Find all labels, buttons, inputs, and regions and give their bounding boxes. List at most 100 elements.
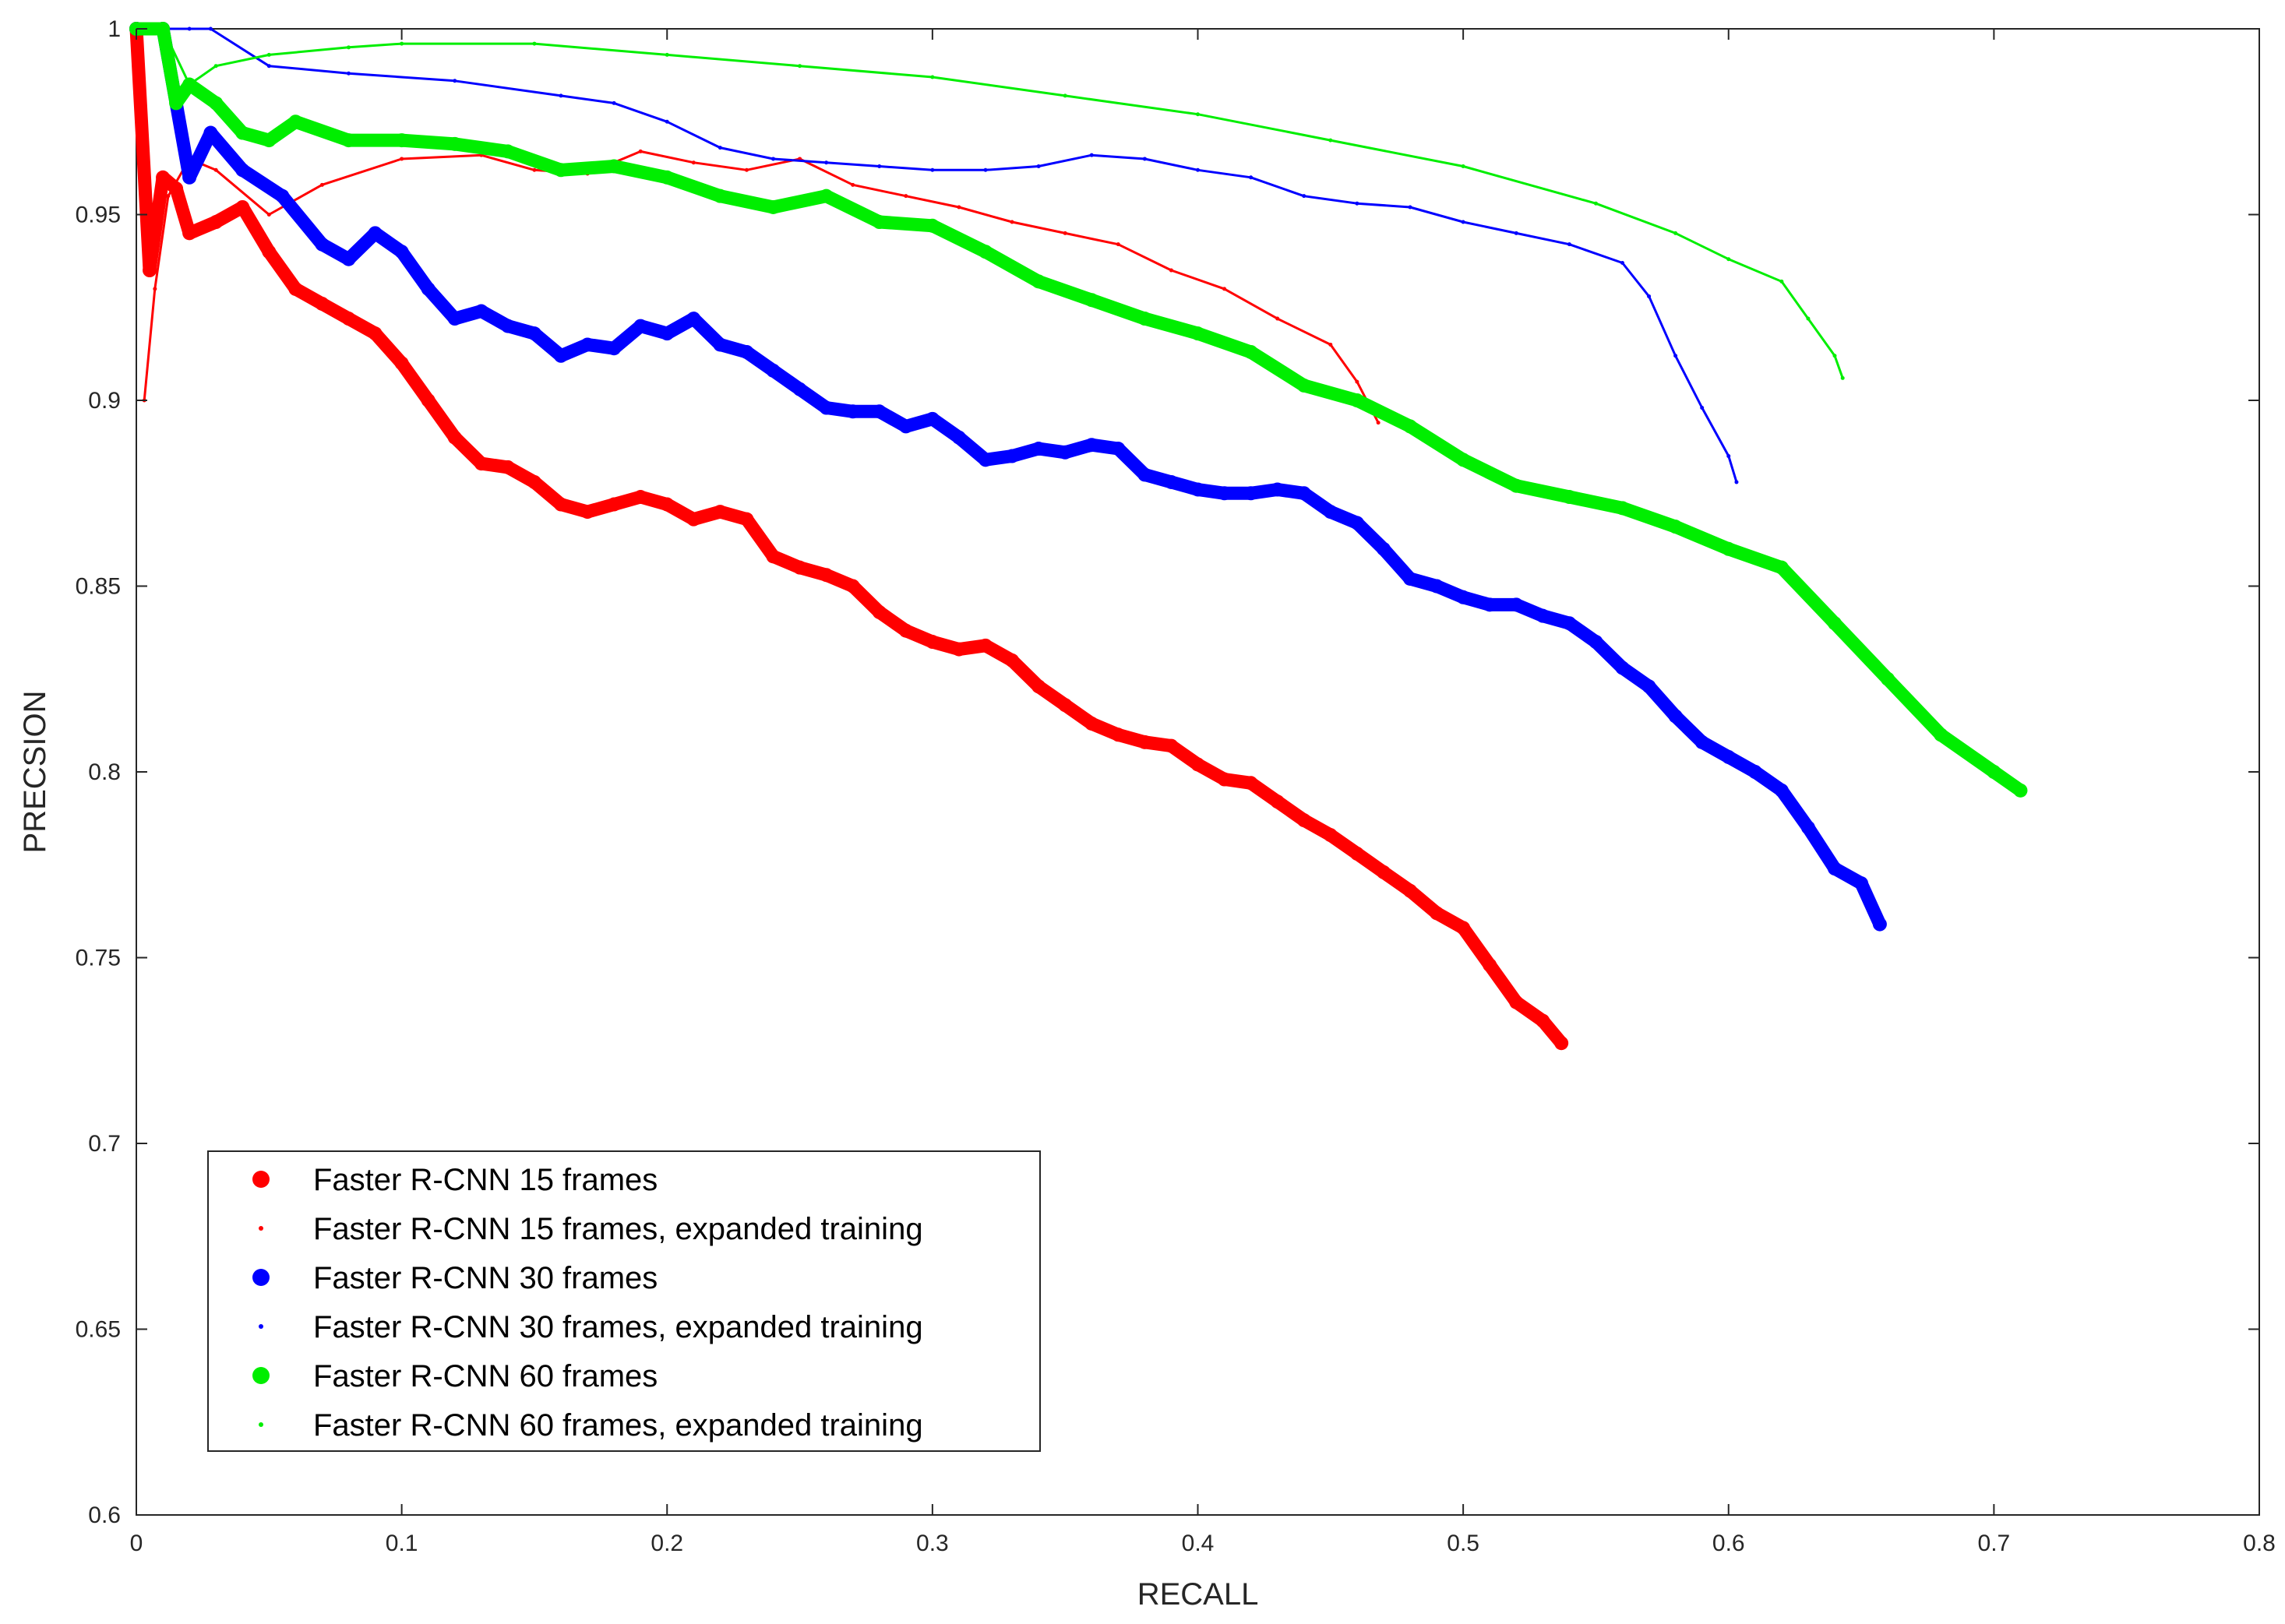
- series-0-point: [951, 642, 966, 657]
- series-5-point: [1673, 231, 1678, 235]
- series-3-point: [1734, 480, 1739, 484]
- series-3-point: [1355, 201, 1359, 206]
- series-3-point: [771, 157, 775, 161]
- series-0-point: [209, 215, 224, 230]
- series-0-point: [819, 568, 834, 583]
- series-2-point: [872, 404, 887, 419]
- series-0-point: [713, 505, 728, 520]
- series-0-point: [607, 497, 622, 512]
- series-4-point: [1296, 378, 1311, 393]
- series-0-point: [169, 181, 184, 196]
- series-1-point: [1116, 242, 1120, 247]
- series-2-point: [1483, 597, 1497, 612]
- series-0-point: [1323, 828, 1338, 843]
- series-0-point: [898, 623, 913, 638]
- legend-marker-5: [259, 1422, 263, 1427]
- series-0-point: [845, 579, 860, 594]
- series-4-point: [1987, 765, 2001, 779]
- legend-box: [207, 1150, 1041, 1452]
- series-4-point: [1084, 293, 1099, 308]
- series-2-point: [766, 363, 781, 378]
- series-3-point: [665, 119, 669, 124]
- legend-label-3: Faster R-CNN 30 frames, expanded trainin…: [313, 1310, 923, 1344]
- series-2-point: [1641, 679, 1656, 694]
- series-0-point: [262, 245, 277, 259]
- series-5-point: [1593, 201, 1598, 206]
- series-5-point: [160, 26, 165, 31]
- tick-layer: 0 0.1 0.2 0.3 0.4 0.5 0.6 0.7 0.8 0.6 0.65 0.7 0.75 0…: [76, 16, 2276, 1556]
- series-3-point: [1620, 261, 1624, 266]
- series-2-point: [1509, 597, 1524, 612]
- series-0-point: [1509, 995, 1524, 1009]
- series-2-point: [739, 344, 754, 359]
- series-1-point: [691, 160, 696, 165]
- series-2-point: [1190, 482, 1205, 497]
- series-3-point: [1302, 194, 1306, 199]
- series-4-point: [1031, 274, 1046, 289]
- series-4-point: [554, 163, 568, 178]
- series-2-point: [1721, 749, 1736, 764]
- series-0-point: [394, 356, 409, 371]
- y-tick-label: 0.8: [88, 759, 121, 785]
- series-4-point: [1934, 727, 1948, 742]
- series-0-point: [872, 604, 887, 619]
- series-4-point: [1615, 501, 1630, 516]
- series-0-point: [554, 497, 568, 512]
- series-2-point: [1562, 616, 1577, 631]
- y-tick-label: 0.6: [88, 1502, 121, 1528]
- x-tick-label: 0.1: [386, 1531, 418, 1556]
- series-0-point: [1084, 716, 1099, 731]
- series-2-point: [1872, 917, 1887, 932]
- series-4-point: [1668, 520, 1683, 534]
- series-0-point: [143, 263, 157, 278]
- series-2-point: [235, 163, 250, 178]
- series-4-point: [1562, 490, 1577, 505]
- series-4-point: [925, 218, 940, 233]
- series-4-point: [2013, 783, 2028, 798]
- series-2-point: [1164, 474, 1179, 489]
- series-2-point: [1536, 608, 1550, 623]
- series-4-point: [500, 144, 515, 159]
- series-3-point: [453, 79, 457, 83]
- series-3-point: [347, 71, 351, 76]
- series-2-point: [580, 337, 595, 352]
- series-3-point: [1647, 294, 1652, 298]
- series-2-point: [1828, 861, 1842, 876]
- series-1-point: [1169, 268, 1173, 273]
- series-0-point: [1349, 846, 1364, 861]
- series-1-point: [744, 167, 749, 172]
- series-4-point: [766, 199, 781, 214]
- series-1-point: [400, 157, 404, 161]
- series-2-point: [1058, 445, 1073, 460]
- series-3-point: [1567, 242, 1571, 247]
- series-4-point: [713, 188, 728, 203]
- legend-marker-4: [252, 1367, 270, 1384]
- series-1-point: [319, 182, 324, 187]
- series-3-point: [612, 100, 616, 105]
- series-2-point: [979, 453, 993, 467]
- series-1-point: [532, 167, 537, 172]
- series-1-point: [153, 287, 157, 291]
- series-0-point: [1483, 958, 1497, 973]
- series-0-point: [156, 170, 171, 185]
- series-3-point: [930, 167, 935, 172]
- series-4-point: [1509, 478, 1524, 493]
- series-2-point: [925, 411, 940, 426]
- legend: Faster R-CNN 15 frames Faster R-CNN 15 fr…: [207, 1150, 1041, 1452]
- series-4-point: [1774, 560, 1789, 575]
- series-2-point: [474, 304, 488, 319]
- series-2-point: [792, 382, 807, 396]
- series-1-point: [1063, 231, 1067, 235]
- series-0-point: [447, 430, 462, 445]
- series-2-point: [1430, 579, 1444, 594]
- series-2-point: [500, 319, 515, 333]
- series-0-point: [1164, 738, 1179, 753]
- series-3-point: [1196, 167, 1200, 172]
- series-4-point: [235, 125, 250, 140]
- series-0-point: [341, 312, 356, 326]
- legend-label-0: Faster R-CNN 15 frames: [313, 1163, 658, 1197]
- series-0-point: [792, 560, 807, 575]
- x-tick-label: 0.5: [1447, 1531, 1479, 1556]
- series-4-point: [447, 136, 462, 151]
- series-1-point: [1275, 316, 1280, 321]
